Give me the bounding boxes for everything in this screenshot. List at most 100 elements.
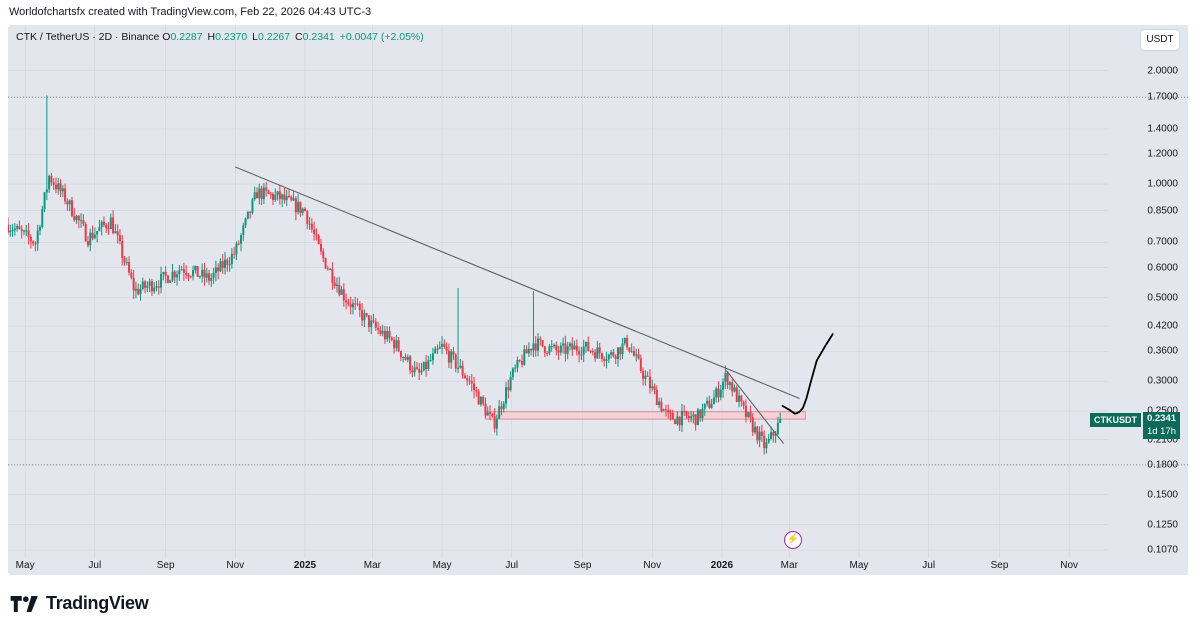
- candle-body: [299, 201, 302, 213]
- candle-body: [735, 387, 738, 402]
- chart-canvas[interactable]: [8, 25, 1188, 575]
- candle-body: [217, 267, 220, 272]
- candle-body: [546, 352, 549, 354]
- candle-body: [402, 357, 405, 359]
- candle-body: [719, 389, 722, 398]
- candle-body: [335, 284, 338, 287]
- candle-body: [612, 352, 615, 357]
- candle-body: [703, 403, 706, 409]
- tradingview-logo-icon: [10, 595, 38, 612]
- candle-body: [192, 270, 195, 277]
- candle-body: [253, 192, 256, 200]
- candle-body: [137, 288, 140, 295]
- candle-body: [363, 313, 366, 321]
- candle-body: [479, 396, 482, 405]
- candle-body: [169, 280, 172, 283]
- candle-body: [52, 182, 55, 185]
- price-axis[interactable]: 2.0000 1.7000 1.4000 1.2000 1.0000 0.8500 0.70…: [1108, 25, 1188, 575]
- candle-body: [272, 193, 275, 200]
- candle-body: [635, 354, 638, 356]
- candle-body: [493, 416, 496, 429]
- candle-body: [226, 259, 229, 266]
- candle-body: [404, 357, 407, 360]
- candle-body: [539, 338, 542, 341]
- currency-button[interactable]: USDT: [1140, 29, 1180, 51]
- candle-body: [628, 347, 631, 352]
- candle-body: [409, 356, 412, 371]
- candle-body: [29, 236, 32, 242]
- candle-body: [701, 408, 704, 419]
- lightning-icon[interactable]: ⚡: [784, 531, 802, 549]
- candle-body: [258, 188, 261, 199]
- candle-body: [50, 175, 53, 183]
- candle-body: [185, 272, 188, 275]
- candle-body: [653, 386, 656, 390]
- candle-body: [427, 360, 430, 370]
- candle-body: [505, 387, 508, 404]
- candle-body: [626, 337, 629, 348]
- candle-body: [466, 378, 469, 381]
- candle-body: [196, 266, 199, 277]
- candle-body: [251, 199, 254, 213]
- price-axis-tick: 0.1070: [1147, 544, 1178, 556]
- candle-body: [153, 287, 156, 292]
- candle-body: [555, 344, 558, 351]
- candle-body: [68, 200, 71, 205]
- candle-body: [329, 268, 332, 270]
- candle-body: [324, 258, 327, 269]
- candle-body: [452, 351, 455, 355]
- candle-body: [381, 330, 384, 334]
- candle-body: [742, 401, 745, 406]
- candle-body: [114, 231, 117, 234]
- tradingview-logo[interactable]: TradingView: [10, 593, 149, 614]
- candle-body: [118, 235, 121, 241]
- candle-body: [18, 226, 21, 230]
- candle-body: [390, 337, 393, 340]
- open-value: 0.2287: [170, 31, 203, 43]
- candle-body: [308, 223, 311, 225]
- candle-body: [303, 208, 306, 211]
- tradingview-logo-text: TradingView: [46, 593, 149, 613]
- candle-body: [411, 370, 414, 373]
- candle-body: [758, 431, 761, 441]
- candle-body: [454, 354, 457, 369]
- candle-body: [43, 192, 46, 210]
- candle-body: [527, 348, 530, 354]
- candle-body: [283, 194, 286, 201]
- low-label: L: [252, 31, 258, 43]
- candle-body: [436, 348, 439, 350]
- candle-body: [82, 220, 85, 224]
- candle-body: [276, 191, 279, 195]
- candle-body: [144, 281, 147, 288]
- candle-body: [146, 285, 149, 288]
- price-axis-tick: 0.2100: [1147, 434, 1178, 446]
- candle-body: [41, 209, 44, 227]
- candle-body: [112, 217, 115, 234]
- candle-body: [422, 361, 425, 371]
- candle-body: [712, 397, 715, 405]
- candle-body: [418, 368, 421, 373]
- candle-body: [86, 241, 89, 246]
- candle-body: [591, 350, 594, 353]
- candle-body: [747, 412, 750, 417]
- candle-body: [128, 262, 131, 273]
- candle-body: [671, 412, 674, 420]
- candle-body: [658, 401, 661, 406]
- candle-body: [322, 251, 325, 259]
- candle-body: [706, 400, 709, 404]
- candle-body: [683, 410, 686, 412]
- candle-body: [648, 376, 651, 389]
- last-price-label: 0.2341 1d 17h: [1143, 412, 1180, 439]
- candle-body: [27, 230, 30, 237]
- candle-body: [240, 235, 243, 244]
- chart-area[interactable]: CTK / TetherUS · 2D · Binance O0.2287 H0…: [8, 25, 1188, 575]
- candle-body: [176, 274, 179, 278]
- candle-body: [173, 271, 176, 278]
- candle-body: [73, 216, 76, 221]
- candle-body: [297, 201, 300, 213]
- candle-body: [157, 286, 160, 288]
- candle-body: [13, 228, 16, 231]
- candle-body: [269, 193, 272, 195]
- candle-body: [674, 419, 677, 425]
- candle-body: [564, 343, 567, 354]
